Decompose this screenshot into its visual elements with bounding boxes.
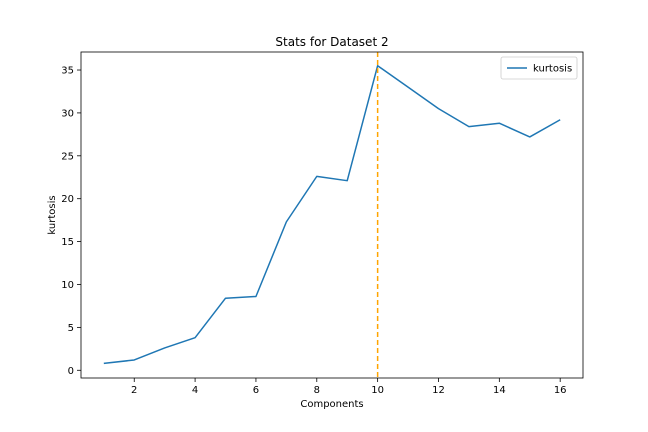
plot-area: 2 4 6 8 10 12 14 16 0 5 10 15 20 25 30 35 kurtosis — [61, 51, 584, 396]
x-tick-label: 4 — [192, 385, 198, 396]
series-line-kurtosis — [103, 64, 561, 365]
x-tick-label: 12 — [432, 385, 445, 396]
x-tick-label: 14 — [493, 385, 506, 396]
y-tick-label: 0 — [68, 366, 74, 377]
y-tick-label: 15 — [61, 237, 74, 248]
legend-box — [500, 56, 578, 80]
y-tick-label: 20 — [61, 194, 74, 205]
y-tick-label: 5 — [68, 323, 74, 334]
y-tick-label: 10 — [61, 280, 74, 291]
x-tick-label: 8 — [314, 385, 320, 396]
x-tick-label: 6 — [253, 385, 259, 396]
y-tick-label: 25 — [61, 151, 74, 162]
x-tick-label: 16 — [554, 385, 567, 396]
legend-label: kurtosis — [533, 64, 572, 75]
axes-frame — [80, 51, 584, 379]
chart-title: Stats for Dataset 2 — [275, 35, 388, 49]
x-axis-label: Components — [300, 399, 363, 410]
y-axis-label: kurtosis — [47, 195, 58, 234]
y-tick-label: 30 — [61, 108, 74, 119]
y-tick-label: 35 — [61, 66, 74, 77]
x-tick-label: 10 — [371, 385, 384, 396]
x-tick-label: 2 — [131, 385, 137, 396]
